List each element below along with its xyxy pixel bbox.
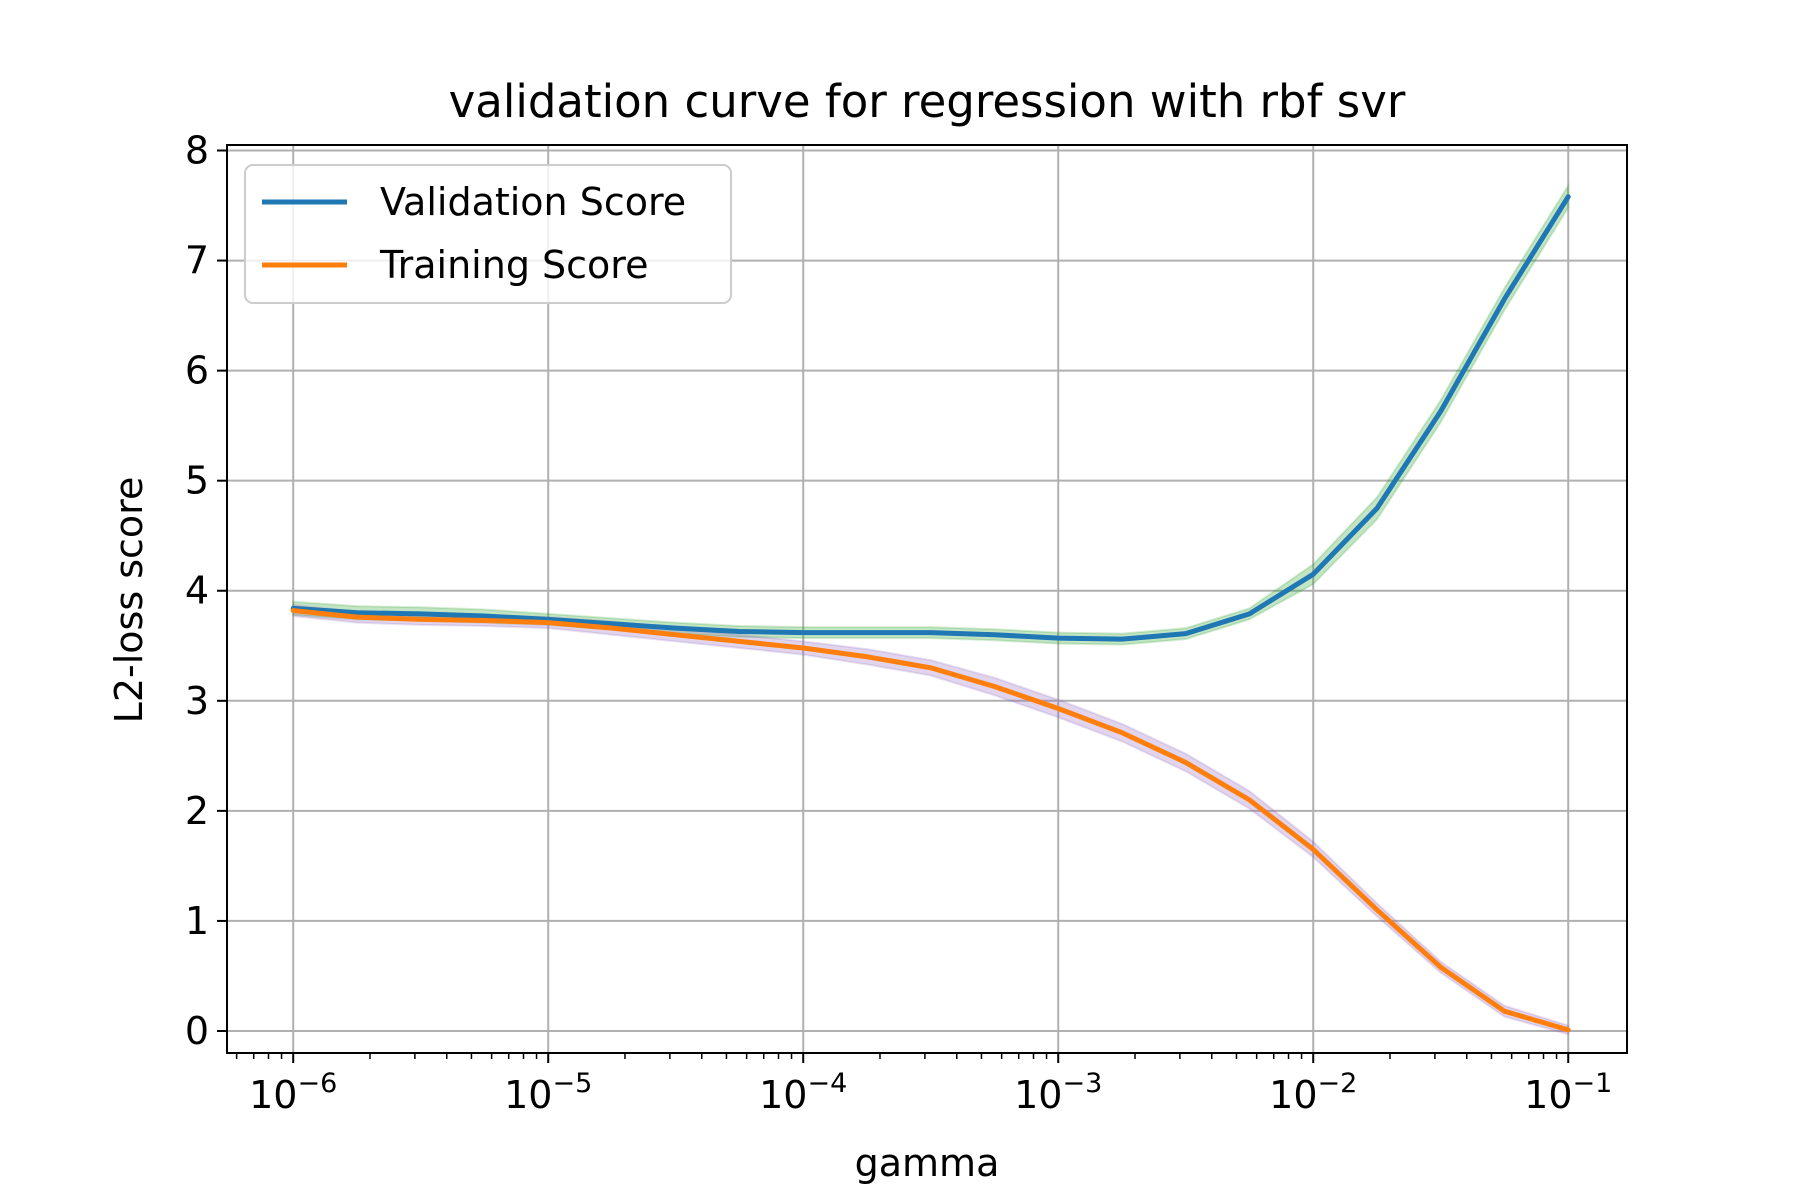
x-tick-label: 10−1 (1524, 1068, 1612, 1117)
y-tick-label: 4 (185, 569, 209, 613)
chart-title: validation curve for regression with rbf… (449, 75, 1406, 128)
y-tick-label: 1 (185, 899, 209, 943)
ticks: 0 1 2 3 4 5 6 7 8 10−6 10−5 10−4 10−3 10−2 10−1 (185, 129, 1613, 1117)
x-tick-label: 10−6 (249, 1068, 337, 1117)
y-tick-label: 6 (185, 349, 209, 393)
y-tick-label: 2 (185, 789, 209, 833)
y-tick-label: 3 (185, 679, 209, 723)
series-lines (290, 194, 1571, 1033)
legend: Validation Score Training Score (244, 164, 732, 304)
std-band-1 (292, 603, 1570, 1036)
legend-label-training: Training Score (379, 243, 648, 287)
x-tick-label: 10−5 (504, 1068, 592, 1117)
legend-label-validation: Validation Score (380, 180, 686, 224)
y-axis-label: L2-loss score (107, 477, 151, 724)
y-tick-label: 0 (185, 1009, 209, 1053)
x-axis-label: gamma (855, 1141, 1000, 1185)
x-tick-label: 10−4 (759, 1068, 847, 1117)
plot-frame (226, 144, 1628, 1054)
legend-box (244, 164, 732, 304)
y-tick-label: 7 (185, 239, 209, 283)
y-tick-label: 8 (185, 129, 209, 173)
y-tick-label: 5 (185, 459, 209, 503)
x-tick-label: 10−3 (1014, 1068, 1102, 1117)
x-tick-label: 10−2 (1269, 1068, 1357, 1117)
